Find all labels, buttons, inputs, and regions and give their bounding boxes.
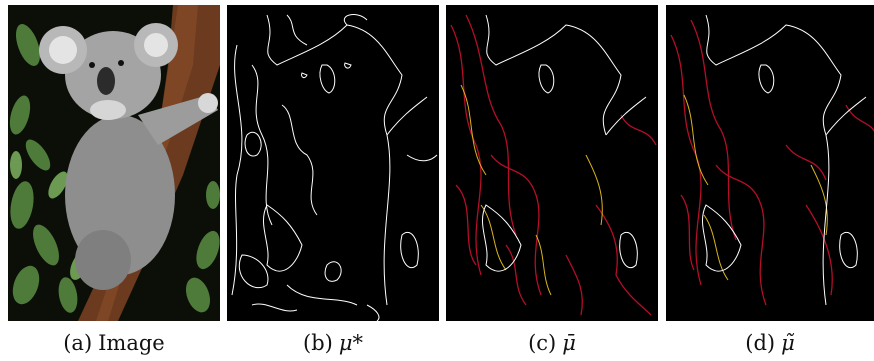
edge-map-mu-tilde-panel	[666, 5, 874, 321]
caption-d-label: μ̃	[781, 331, 795, 355]
edge-map-mu-star-panel	[227, 5, 439, 321]
caption-c-label: μ̄	[562, 331, 576, 355]
koala-image	[8, 5, 220, 321]
caption-c-tag: (c)	[528, 331, 557, 355]
caption-d-tag: (d)	[745, 331, 776, 355]
koala-image-panel	[8, 5, 220, 321]
caption-b-label: μ*	[338, 331, 363, 355]
edge-map-mu-bar	[446, 5, 658, 321]
edge-map-mu-bar-panel	[446, 5, 658, 321]
caption-d: (d) μ̃	[666, 328, 874, 358]
caption-a: (a) Image	[8, 328, 220, 358]
caption-c: (c) μ̄	[446, 328, 658, 358]
edge-map-mu-tilde	[666, 5, 874, 321]
caption-a-label: Image	[98, 331, 165, 355]
caption-b: (b) μ*	[227, 328, 439, 358]
caption-a-tag: (a)	[63, 331, 93, 355]
edge-map-mu-star	[227, 5, 439, 321]
caption-b-tag: (b)	[303, 331, 333, 355]
